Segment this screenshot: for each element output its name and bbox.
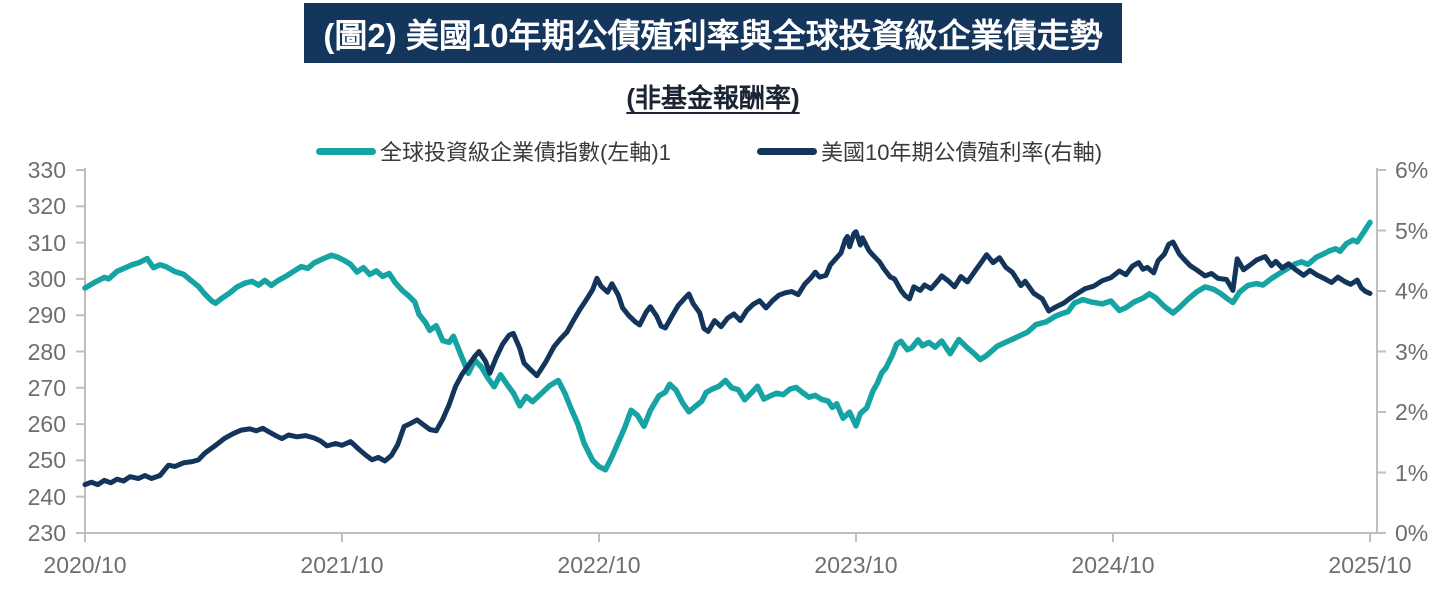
teal-line-marker-icon	[316, 147, 376, 155]
y-right-tick-label: 1%	[1395, 459, 1429, 486]
legend-label: 全球投資級企業債指數(左軸)1	[380, 140, 671, 165]
y-left-tick-label: 330	[27, 157, 66, 183]
y-right-tick-label: 3%	[1395, 338, 1429, 365]
series-corporate-bond-index	[82, 219, 1373, 473]
y-left-tick-label: 260	[27, 411, 66, 438]
x-tick-label: 2020/10	[43, 552, 127, 578]
y-left-tick-label: 300	[27, 265, 66, 292]
series-treasury-yield	[82, 229, 1373, 488]
y-left-tick-label: 270	[27, 374, 66, 401]
title-banner: (圖2) 美國10年期公債殖利率與全球投資級企業債走勢	[304, 3, 1122, 63]
legend-label: 美國10年期公債殖利率(右軸)	[821, 140, 1103, 165]
x-tick-label: 2025/10	[1328, 552, 1412, 578]
legend: 全球投資級企業債指數(左軸)1 美國10年期公債殖利率(右軸)	[0, 136, 1453, 166]
y-right-tick-label: 6%	[1395, 157, 1429, 183]
x-tick-label: 2024/10	[1071, 552, 1155, 578]
navy-line-marker-icon	[757, 147, 817, 155]
chart-subtitle: (非基金報酬率)	[626, 83, 800, 113]
y-left-tick-label: 320	[27, 193, 66, 220]
y-left-tick-label: 310	[27, 229, 66, 256]
x-tick-label: 2022/10	[557, 552, 641, 578]
y-right-tick-label: 5%	[1395, 217, 1429, 244]
y-left-tick-label: 290	[27, 302, 66, 329]
x-tick-label: 2023/10	[814, 552, 898, 578]
chart-title: (圖2) 美國10年期公債殖利率與全球投資級企業債走勢	[323, 17, 1103, 54]
y-right-tick-label: 2%	[1395, 399, 1429, 425]
legend-item-corporate-bond-index: 全球投資級企業債指數(左軸)1	[316, 136, 671, 166]
y-left-tick-label: 250	[27, 447, 66, 474]
y-left-tick-label: 240	[27, 483, 66, 510]
y-right-tick-label: 0%	[1395, 520, 1429, 546]
x-tick-label: 2021/10	[300, 552, 384, 578]
y-left-tick-label: 280	[27, 338, 66, 365]
y-left-tick-label: 230	[27, 520, 66, 546]
legend-item-treasury-yield: 美國10年期公債殖利率(右軸)	[757, 136, 1102, 166]
y-right-tick-label: 4%	[1395, 278, 1429, 304]
